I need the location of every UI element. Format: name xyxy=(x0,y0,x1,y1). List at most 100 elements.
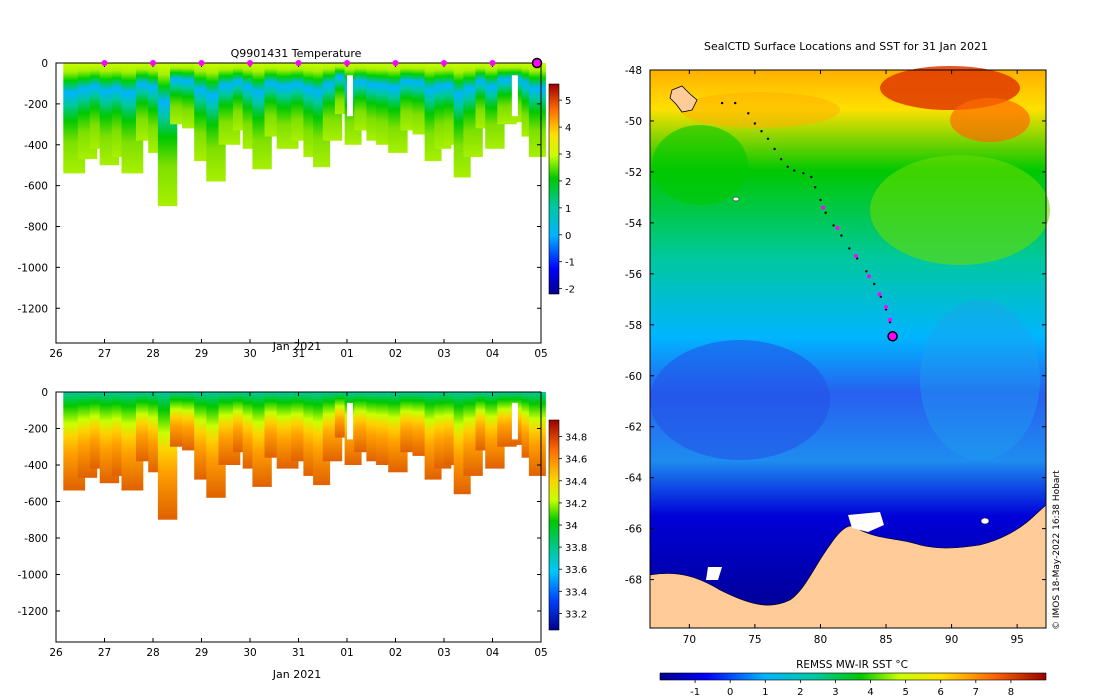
x-tick-label: 31 xyxy=(292,647,305,659)
y-tick-label: 0 xyxy=(41,58,48,70)
green-water-patch xyxy=(870,155,1050,265)
x-tick-label: 02 xyxy=(389,348,402,360)
lat-tick-label: -62 xyxy=(625,422,642,434)
data-gap xyxy=(511,402,518,440)
x-tick-label: 01 xyxy=(340,647,353,659)
sst-colorbar-tick-label: 0 xyxy=(727,687,733,698)
current-position-marker xyxy=(887,331,898,342)
salinity-colorbar-ticks: 33.2 33.4 33.6 33.8 34 34.2 34.4 34.6 34.8 xyxy=(559,433,587,620)
lon-tick-label: 90 xyxy=(945,634,958,646)
colorbar-tick-label: 34.8 xyxy=(565,433,587,444)
lat-tick-label: -56 xyxy=(625,269,642,281)
track-marker xyxy=(867,274,871,279)
seal-track xyxy=(720,101,898,342)
colorbar-tick-label: 5 xyxy=(565,96,571,107)
warm-water-patch xyxy=(950,98,1030,142)
track-point xyxy=(856,257,859,260)
x-tick-label: 28 xyxy=(146,348,159,360)
x-tick-label: 03 xyxy=(437,647,450,659)
lat-tick-label: -52 xyxy=(625,167,642,179)
colorbar-tick-label: 34.4 xyxy=(565,477,587,488)
y-tick-label: -800 xyxy=(24,533,48,545)
salinity-colorbar xyxy=(548,419,560,631)
sst-colorbar-tick-label: 5 xyxy=(902,687,908,698)
temperature-profiles xyxy=(63,63,546,207)
y-tick-label: -1000 xyxy=(17,262,48,274)
current-profile-marker xyxy=(531,57,543,69)
track-marker xyxy=(884,305,888,309)
y-tick-label: -800 xyxy=(24,222,48,234)
x-tick-label: 04 xyxy=(486,647,500,659)
y-tick-label: -1200 xyxy=(17,606,48,618)
x-tick-label: 01 xyxy=(340,348,353,360)
colorbar-tick-label: 34 xyxy=(565,521,578,532)
colorbar-tick-label: 34.6 xyxy=(565,455,587,466)
x-tick-label: 27 xyxy=(98,647,111,659)
track-point xyxy=(802,172,805,175)
track-point xyxy=(720,101,724,105)
x-tick-label: 28 xyxy=(146,647,159,659)
sst-colorbar xyxy=(659,672,1047,681)
track-point xyxy=(773,147,776,151)
colorbar-tick-label: 33.4 xyxy=(565,587,587,598)
track-marker xyxy=(877,292,882,297)
lat-tick-label: -68 xyxy=(625,575,642,587)
sst-colorbar-tick-label: 7 xyxy=(973,687,979,698)
colorbar-tick-label: -2 xyxy=(565,285,575,296)
track-point xyxy=(848,247,851,250)
lat-tick-label: -64 xyxy=(625,473,642,485)
track-point xyxy=(814,186,817,189)
y-tick-label: -400 xyxy=(24,460,48,472)
temperature-colorbar-ticks: -2 -1 0 1 2 3 4 5 xyxy=(559,96,575,296)
profile-marker xyxy=(150,60,156,66)
profile-marker xyxy=(489,60,496,66)
sst-colorbar-tick-label: 8 xyxy=(1008,687,1014,698)
warm-water-patch xyxy=(680,92,840,128)
ice-patch xyxy=(706,567,722,580)
track-marker xyxy=(888,317,892,322)
track-point xyxy=(879,295,882,298)
colorbar-tick-label: 4 xyxy=(565,123,571,134)
imos-credit: © IMOS 18-May-2022 16:38 Hobart xyxy=(1052,470,1062,630)
track-point xyxy=(779,158,783,161)
profile-marker xyxy=(198,60,205,66)
track-point xyxy=(865,270,868,273)
island xyxy=(980,517,990,525)
sst-colorbar-tick-label: 1 xyxy=(762,687,768,698)
x-tick-label: 02 xyxy=(389,647,402,659)
salinity-profiles xyxy=(63,392,546,520)
profile-time-markers xyxy=(101,57,543,69)
profile-marker xyxy=(295,60,302,66)
temperature-section-chart: 0-200-400-600-800-1000-1200 26 27 28 29 30 31… xyxy=(17,47,575,360)
temperature-x-axis-label: Jan 2021 xyxy=(272,340,321,353)
kerguelen-island xyxy=(669,85,698,113)
x-tick-label: 26 xyxy=(49,647,63,659)
data-gap xyxy=(511,75,518,117)
x-tick-label: 05 xyxy=(534,348,547,360)
y-tick-label: -400 xyxy=(24,140,48,152)
track-marker xyxy=(821,205,826,210)
data-gap xyxy=(347,75,353,117)
x-tick-label: 29 xyxy=(195,647,208,659)
colorbar-tick-label: 33.2 xyxy=(565,609,587,620)
track-point xyxy=(753,122,757,125)
salinity-section-chart: 0 -200 -400 -600 -800 -1000 -1200 26 27 28 29 30 31… xyxy=(17,387,587,681)
lon-tick-label: 75 xyxy=(748,634,761,646)
track-point xyxy=(840,234,843,237)
y-tick-label: -1000 xyxy=(17,569,48,581)
map-frame xyxy=(649,69,1047,629)
lat-tick-label: -48 xyxy=(625,65,642,77)
green-water-patch xyxy=(652,125,748,205)
track-point xyxy=(793,169,796,172)
salinity-x-axis: 26 27 28 29 30 31 01 02 03 04 05 xyxy=(49,392,548,659)
lat-tick-label: -66 xyxy=(625,524,642,536)
lat-tick-label: -60 xyxy=(625,371,642,383)
sst-colorbar-tick-label: 4 xyxy=(867,687,873,698)
map-title: SealCTD Surface Locations and SST for 31… xyxy=(704,40,988,53)
data-gap xyxy=(347,402,353,440)
track-point xyxy=(760,130,763,133)
sst-colorbar-tick-label: 3 xyxy=(832,687,838,698)
track-point xyxy=(819,198,822,202)
x-tick-label: 30 xyxy=(243,348,256,360)
